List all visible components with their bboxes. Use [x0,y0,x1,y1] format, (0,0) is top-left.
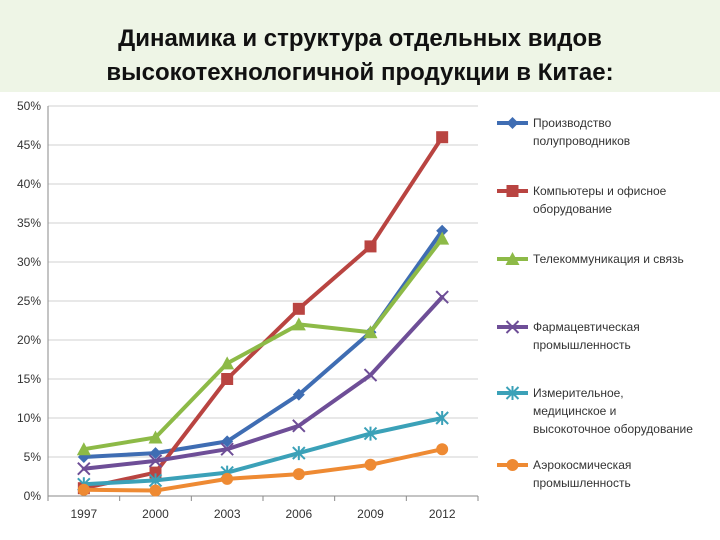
series-line-6 [81,447,445,493]
legend-label: оборудование [533,202,612,216]
y-tick-label: 20% [17,333,41,347]
y-tick-label: 15% [17,372,41,386]
legend-marker [506,117,519,129]
legend-label: высокоточное оборудование [533,422,693,436]
data-point [435,231,450,245]
data-point [363,325,378,339]
data-point [221,435,234,448]
data-point [149,484,162,497]
y-tick-label: 35% [17,216,41,230]
data-point [220,442,234,456]
legend-marker [505,386,520,400]
data-point [292,388,305,401]
data-point [221,472,234,485]
legend-label: промышленность [533,338,631,352]
chart-frame: 0% 5% 10% 15% 20% 25% 30% 35% 40% 45% 50% 1997 2000 2… [0,92,720,540]
x-tick-label: 2003 [214,507,241,521]
legend-label: медицинское и [533,404,616,418]
data-point [435,411,449,425]
title-line-1: Динамика и структура отдельных видов [118,25,602,52]
title-line-2: высокотехнологичной продукции в Китае: [106,59,614,86]
data-point [292,468,305,481]
data-point [291,317,306,331]
data-point [292,446,306,461]
legend-marker [506,185,519,197]
y-tick-label: 10% [17,411,41,425]
data-point [364,240,377,253]
legend-label: Компьютеры и офисное [533,184,667,198]
data-point [436,131,449,144]
data-point [76,442,91,456]
legend-marker [505,252,520,265]
y-tick-label: 40% [17,177,41,191]
data-point [292,419,306,433]
y-tick-label: 0% [24,489,42,503]
x-tick-label: 2006 [285,507,312,521]
x-tick-label: 2000 [142,507,169,521]
y-tick-label: 5% [24,450,42,464]
legend-label: Измерительное, [533,386,624,400]
data-point [436,443,449,456]
y-tick-label: 45% [17,138,41,152]
legend-label: промышленность [533,476,631,490]
data-point [77,461,91,476]
x-tick-label: 2009 [357,507,384,521]
legend-label: Аэрокосмическая [533,458,631,472]
series-line-4 [81,295,445,471]
series-line-5 [81,416,445,487]
slide-title: Динамика и структура отдельных видов выс… [0,22,720,90]
legend-label: Производство [533,116,612,130]
data-point [149,447,162,460]
data-point [149,466,162,479]
data-point [363,368,378,382]
data-point [292,302,305,315]
data-point [364,458,377,471]
legend-marker [506,459,519,471]
series-line-3 [81,236,445,452]
legend-marker [505,320,520,334]
data-point [435,290,449,304]
data-point [148,454,163,468]
data-point [148,430,163,444]
legend-label: Фармацевтическая [533,320,640,334]
legend-label: полупроводников [533,134,630,148]
data-point [221,373,234,385]
y-tick-label: 50% [17,99,41,113]
line-chart: 0% 5% 10% 15% 20% 25% 30% 35% 40% 45% 50% 1997 2000 2… [17,99,693,521]
data-point [77,483,90,496]
y-tick-label: 30% [17,255,41,269]
data-point [220,356,235,370]
x-tick-label: 1997 [70,507,97,521]
legend-label: Телекоммуникация и связь [533,252,684,266]
x-tick-label: 2012 [429,507,456,521]
data-point [363,426,378,441]
data-point [436,224,449,237]
y-tick-label: 25% [17,294,41,308]
